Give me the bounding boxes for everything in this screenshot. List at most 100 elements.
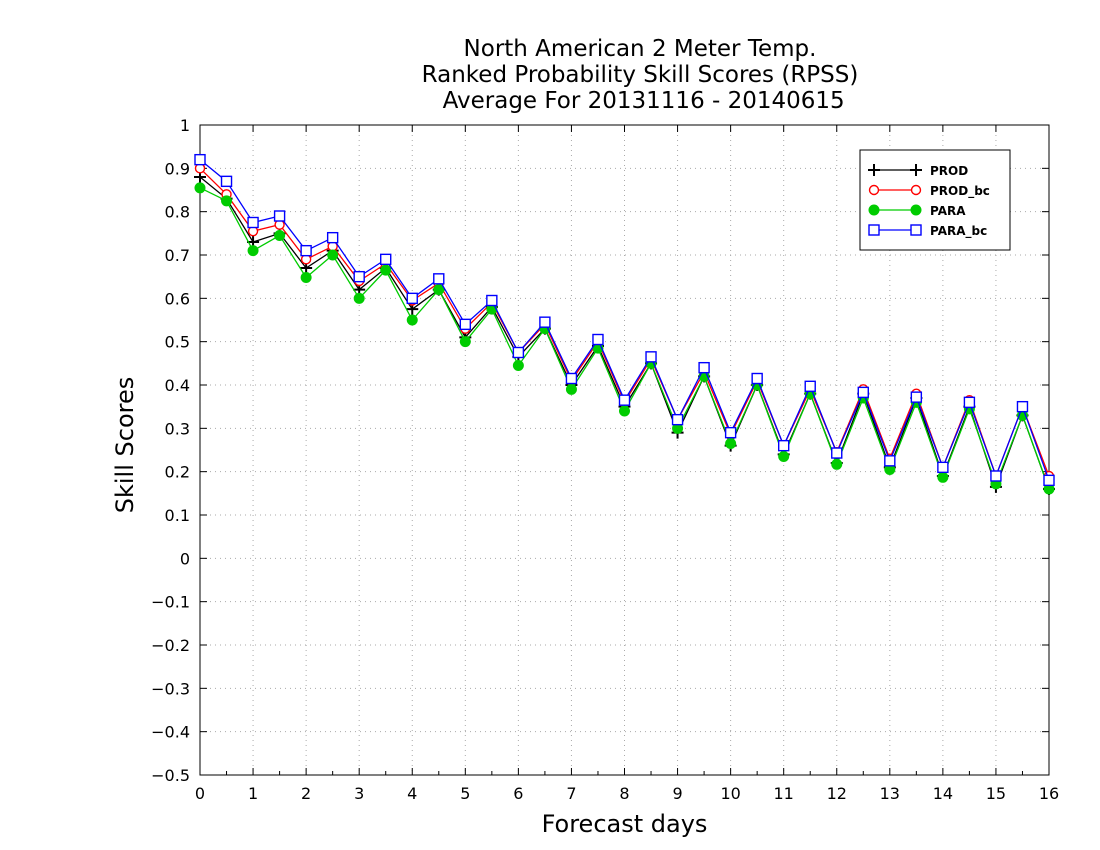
data-point-para-bc — [777, 439, 790, 452]
x-tick-label: 0 — [195, 784, 205, 803]
y-tick-label: −0.5 — [151, 766, 190, 785]
legend-marker-para — [910, 204, 922, 216]
data-point-para-bc — [539, 316, 551, 328]
legend-marker-prod — [910, 164, 922, 176]
data-point-para-bc — [1043, 474, 1055, 487]
y-tick-label: −0.1 — [151, 593, 190, 612]
data-point-para-bc — [990, 470, 1002, 482]
y-tick-label: 0.2 — [165, 463, 190, 482]
y-tick-label: 0.6 — [165, 289, 190, 308]
data-point-para — [778, 451, 790, 462]
data-point-para-bc — [300, 244, 312, 257]
legend-box — [859, 149, 1011, 251]
data-point-para — [831, 458, 843, 470]
data-point-para-bc — [831, 447, 843, 459]
y-tick-label: 0.8 — [165, 203, 190, 222]
data-point-para-bc — [592, 333, 604, 346]
legend-marker-para-bc — [868, 224, 880, 236]
data-point-para — [300, 272, 312, 284]
data-point-para-bc — [884, 455, 896, 467]
x-tick-label: 2 — [301, 784, 311, 803]
x-tick-label: 7 — [566, 784, 576, 803]
data-point-para — [274, 230, 286, 241]
data-point-para-bc — [406, 292, 418, 305]
data-point-para-bc — [380, 253, 392, 266]
y-tick-label: 0.7 — [165, 246, 190, 265]
y-tick-label: −0.3 — [151, 679, 190, 698]
x-axis-label: Forecast days — [542, 810, 708, 838]
legend-label-prod-bc: PROD_bc — [930, 184, 990, 199]
y-tick-label: 0.3 — [165, 419, 190, 438]
data-point-para — [725, 438, 737, 449]
series-para-bc — [194, 153, 1055, 487]
x-tick-label: 10 — [720, 784, 740, 803]
data-point-para-bc — [565, 372, 578, 385]
data-point-para — [433, 284, 445, 296]
data-point-para-bc — [751, 372, 763, 385]
y-tick-label: −0.2 — [151, 636, 190, 655]
data-point-para — [619, 405, 630, 417]
data-point-para-bc — [220, 175, 233, 188]
data-point-para-bc — [671, 413, 684, 426]
data-point-para-bc — [724, 426, 737, 439]
legend-label-para-bc: PARA_bc — [930, 224, 987, 239]
data-point-para-bc — [459, 318, 472, 331]
data-point-para-bc — [857, 386, 869, 399]
x-tick-label: 15 — [986, 784, 1006, 803]
x-tick-label: 9 — [672, 784, 682, 803]
data-point-para — [406, 314, 418, 326]
data-point-para-bc — [194, 153, 206, 166]
chart-title-line-1: North American 2 Meter Temp. — [463, 36, 817, 62]
series-lines — [194, 153, 1055, 495]
y-axis-label: Skill Scores — [111, 377, 139, 514]
data-point-para — [327, 249, 339, 261]
y-tick-label: 1 — [180, 116, 190, 135]
chart-title-line-3: Average For 20131116 - 20140615 — [435, 88, 845, 114]
legend-label-prod: PROD — [930, 164, 968, 178]
data-point-para-bc — [353, 270, 365, 283]
y-tick-label: 0 — [180, 549, 190, 568]
data-point-para-bc — [645, 351, 657, 363]
data-point-para-bc — [512, 346, 525, 359]
x-tick-label: 3 — [354, 784, 364, 803]
x-tick-label: 6 — [513, 784, 523, 803]
legend-marker-prod-bc — [910, 184, 922, 196]
data-point-para-bc — [698, 361, 710, 374]
x-tick-label: 1 — [248, 784, 258, 803]
x-tick-label: 13 — [880, 784, 900, 803]
data-point-para-bc — [326, 231, 339, 244]
data-point-para-bc — [486, 294, 498, 307]
y-tick-label: −0.4 — [151, 723, 190, 742]
y-tick-label: 0.4 — [165, 376, 190, 395]
legend-label-para: PARA — [930, 204, 966, 218]
data-point-para-bc — [804, 380, 816, 392]
legend-marker-para-bc — [910, 224, 922, 236]
legend-marker-prod — [868, 164, 880, 176]
data-point-para-bc — [963, 396, 976, 409]
legend-marker-prod-bc — [868, 184, 880, 196]
x-tick-label: 8 — [619, 784, 629, 803]
chart-legend: PROD PROD_bc PARA PARA_bc — [859, 149, 1011, 251]
data-point-para — [380, 264, 392, 276]
data-point-para — [247, 245, 259, 257]
data-point-para — [512, 360, 524, 371]
legend-marker-para — [868, 204, 880, 216]
x-tick-label: 5 — [460, 784, 470, 803]
x-tick-label: 12 — [827, 784, 847, 803]
y-tick-label: 0.1 — [165, 506, 190, 525]
data-point-para-bc — [433, 273, 445, 285]
data-point-para — [353, 292, 365, 304]
data-point-para-bc — [618, 394, 631, 406]
data-point-para-bc — [273, 210, 286, 222]
data-point-para — [565, 383, 577, 395]
x-tick-label: 16 — [1039, 784, 1059, 803]
data-point-para-bc — [910, 391, 923, 403]
data-point-para — [459, 336, 471, 348]
data-point-para-bc — [1016, 400, 1029, 413]
data-point-para-bc — [247, 216, 259, 229]
data-point-para — [194, 182, 206, 194]
data-point-para — [221, 195, 233, 207]
x-tick-label: 4 — [407, 784, 417, 803]
y-tick-label: 0.5 — [165, 333, 190, 352]
